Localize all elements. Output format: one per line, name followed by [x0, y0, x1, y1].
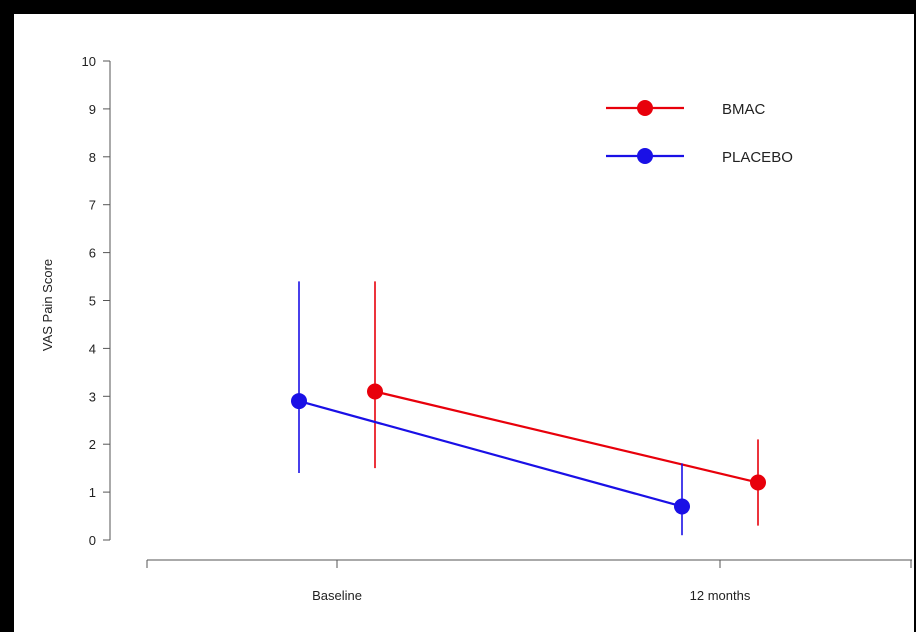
- data-point: [367, 383, 383, 400]
- y-tick-label: 8: [89, 150, 96, 165]
- series-layer: [291, 281, 766, 536]
- series-line: [298, 400, 683, 508]
- legend-label: BMAC: [722, 101, 766, 118]
- legend-marker: [637, 148, 653, 164]
- legend-marker: [637, 100, 653, 116]
- series-bmac: [367, 281, 766, 526]
- x-axis: Baseline 12 months: [146, 559, 912, 603]
- legend-label: PLACEBO: [722, 149, 793, 166]
- y-tick-label: 2: [89, 437, 96, 452]
- y-tick-label: 0: [89, 533, 96, 548]
- data-point: [291, 393, 307, 410]
- chart-frame: [14, 14, 914, 632]
- legend: BMAC PLACEBO: [606, 100, 793, 166]
- x-tick-label: 12 months: [690, 588, 751, 603]
- x-tick-label: Baseline: [312, 588, 362, 603]
- y-tick-label: 4: [89, 341, 96, 356]
- series-line: [374, 390, 759, 484]
- y-tick-label: 7: [89, 198, 96, 213]
- y-axis: 0 1 2 3 4 5 6 7 8 9 10: [82, 54, 111, 548]
- y-axis-title: VAS Pain Score: [40, 259, 55, 351]
- data-point: [674, 498, 690, 515]
- data-point: [750, 474, 766, 491]
- y-tick-label: 3: [89, 389, 96, 404]
- y-tick-label: 6: [89, 246, 96, 261]
- y-tick-label: 1: [89, 485, 96, 500]
- series-placebo: [291, 281, 690, 536]
- y-tick-label: 10: [82, 54, 96, 69]
- y-tick-label: 9: [89, 102, 96, 117]
- y-tick-label: 5: [89, 294, 96, 309]
